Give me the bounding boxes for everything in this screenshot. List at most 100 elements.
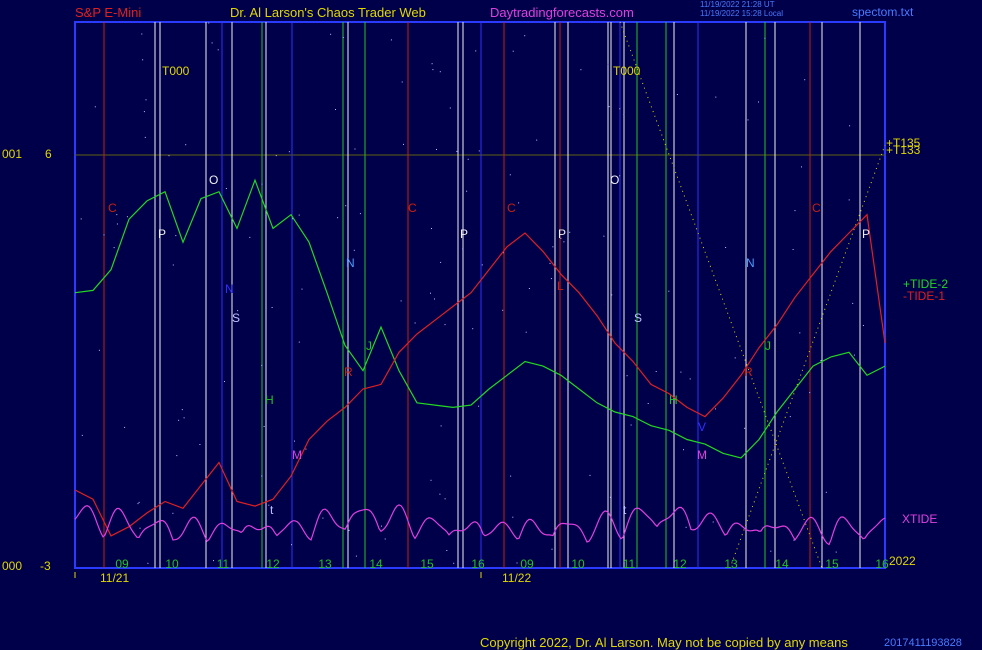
hour-tick-label: 11: [623, 557, 636, 571]
star-dot: [172, 512, 174, 514]
star-dot: [176, 455, 178, 457]
star-dot: [268, 504, 270, 506]
star-dot: [124, 426, 126, 428]
legend-tide-minus1: -TIDE-1: [903, 289, 945, 303]
star-dot: [294, 440, 295, 442]
star-dot: [141, 33, 143, 35]
star-dot: [444, 324, 446, 326]
time-utc: 11/19/2022 21:28 UT: [700, 0, 775, 9]
event-letter-label: C: [108, 201, 117, 215]
event-letter-label: H: [669, 393, 678, 407]
star-dot: [436, 149, 437, 150]
hour-tick-label: 09: [520, 557, 534, 571]
star-dot: [183, 417, 185, 419]
star-dot: [789, 416, 791, 418]
hour-tick-label: 12: [673, 557, 687, 571]
star-dot: [249, 236, 251, 238]
star-dot: [655, 371, 657, 372]
star-dot: [820, 360, 822, 362]
star-dot: [801, 166, 802, 168]
star-dot: [502, 309, 504, 311]
star-dot: [467, 158, 469, 160]
star-dot: [80, 218, 82, 220]
star-dot: [271, 307, 273, 308]
star-dot: [172, 264, 174, 266]
series-line--tide-1: [74, 213, 886, 537]
star-dot: [430, 479, 432, 481]
star-dot: [551, 548, 553, 550]
star-dot: [337, 217, 339, 219]
star-dot: [138, 501, 140, 503]
star-dot: [809, 392, 811, 394]
star-dot: [137, 503, 139, 505]
projection-line-up: [729, 144, 886, 569]
star-dot: [712, 521, 714, 523]
event-letter-label: J: [366, 339, 372, 353]
star-dot: [147, 562, 149, 564]
day-label: 11/21: [100, 571, 129, 585]
star-dot: [764, 37, 766, 39]
star-dot: [619, 108, 621, 110]
label-t000-2: T000: [613, 64, 641, 78]
star-dot: [852, 302, 854, 304]
hour-tick-label: 16: [471, 557, 485, 571]
star-dot: [569, 231, 571, 233]
star-dot: [301, 288, 303, 290]
y-top-code: 001: [2, 147, 23, 161]
y-top-value: 6: [45, 147, 52, 161]
star-dot: [116, 214, 118, 216]
event-letter-label: J: [765, 339, 771, 353]
star-dot: [799, 332, 801, 334]
star-dot: [525, 331, 527, 333]
star-dot: [430, 292, 431, 294]
star-dot: [478, 150, 480, 152]
footer-code: 2017411193828: [884, 637, 962, 649]
star-dot: [275, 155, 277, 157]
star-dot: [680, 371, 682, 373]
event-letter-label: M: [292, 448, 302, 462]
star-dot: [734, 357, 736, 359]
star-dot: [444, 498, 446, 500]
star-dot: [139, 527, 141, 529]
hour-tick-label: 13: [724, 557, 738, 571]
star-dot: [298, 214, 300, 216]
star-dot: [145, 99, 147, 101]
star-dot: [400, 300, 402, 302]
event-letter-label: V: [698, 420, 706, 434]
star-dot: [683, 449, 684, 451]
star-dot: [237, 310, 239, 312]
star-dot: [512, 50, 514, 52]
symbol-title: S&P E-Mini: [75, 5, 142, 20]
hour-tick-label: 12: [266, 557, 280, 571]
event-letter-label: N: [225, 282, 234, 296]
star-dot: [608, 106, 610, 108]
hour-tick-label: 10: [571, 557, 585, 571]
event-letter-label: C: [408, 201, 417, 215]
series-line-xtide: [74, 504, 886, 546]
star-dot: [550, 278, 552, 280]
star-dot: [603, 235, 605, 237]
star-dot: [478, 405, 480, 407]
legend-tide-plus2: +TIDE-2: [903, 277, 949, 291]
site-url[interactable]: Daytradingforecasts.com: [490, 5, 634, 20]
star-dot: [414, 322, 416, 324]
hour-tick-label: 14: [369, 557, 383, 571]
star-dot: [431, 63, 433, 65]
star-dot: [536, 139, 538, 141]
star-dot: [449, 107, 451, 109]
star-dot: [862, 325, 864, 326]
star-dot: [676, 94, 678, 95]
star-dot: [849, 125, 851, 127]
star-dot: [440, 425, 442, 427]
star-dot: [835, 551, 837, 553]
year-label: 2022: [889, 554, 916, 568]
star-dot: [126, 216, 128, 218]
hour-tick-label: 14: [775, 557, 789, 571]
star-dot: [518, 202, 520, 204]
star-dot: [689, 378, 691, 380]
star-dot: [626, 375, 628, 377]
site-title: Dr. Al Larson's Chaos Trader Web: [230, 5, 426, 20]
hour-tick-label: 09: [115, 557, 129, 571]
hour-tick-label: 10: [165, 557, 179, 571]
label-t000-1: T000: [162, 64, 190, 78]
